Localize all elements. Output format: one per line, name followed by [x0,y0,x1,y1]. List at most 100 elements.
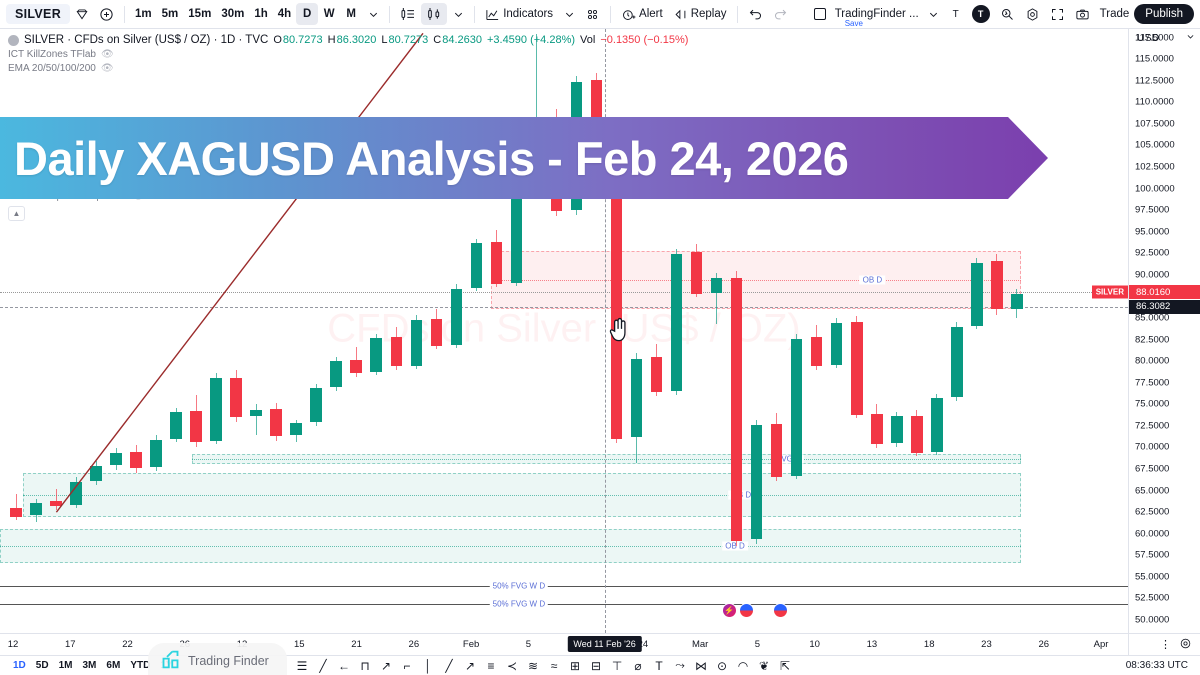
earnings-marker[interactable]: ⚡ [721,603,737,618]
chevron-down-icon-2[interactable] [447,3,469,25]
interval-5m[interactable]: 5m [161,8,179,20]
collapse-legend-button[interactable]: ▲ [8,206,25,221]
text-tool-icon[interactable]: T [655,658,663,673]
range-6M[interactable]: 6M [106,660,121,671]
symbol-search-button[interactable]: SILVER [6,4,71,24]
legend-main-row[interactable]: SILVER · CFDs on Silver (US$ / OZ) · 1D … [8,33,688,47]
zigzag-icon[interactable]: ↗ [381,658,392,673]
us-flag-marker[interactable] [772,603,788,618]
title-banner: Daily XAGUSD Analysis - Feb 24, 2026 [0,117,1048,199]
range-1M[interactable]: 1M [58,660,73,671]
publish-button[interactable]: Publish [1134,4,1194,24]
interval-1m[interactable]: 1m [135,8,152,20]
chevron-down-icon-4[interactable] [923,3,945,25]
candle-body [410,319,423,366]
interval-M[interactable]: M [346,8,356,20]
alarm-clock-icon [621,7,636,22]
magnet-icon[interactable]: ⇱ [780,658,791,673]
price-axis-header[interactable]: USD [1129,29,1200,46]
alert-button[interactable]: Alert [616,3,668,25]
legend-indicator-1[interactable]: EMA 20/50/100/200 👁 [8,61,688,75]
range-1D[interactable]: 1D [13,660,26,671]
brush-icon[interactable]: ⌀ [634,658,642,673]
layout-grid-icon[interactable] [809,3,831,25]
gear-icon[interactable] [1020,3,1045,25]
circle-icon[interactable]: ⊙ [717,658,728,673]
save-layout-button[interactable]: TradingFinder ... Save [831,8,923,28]
time-tick: 15 [294,639,305,650]
chevron-down-icon-3[interactable] [558,3,580,25]
time-tick: 10 [809,639,820,650]
eye-off-icon[interactable]: 👁 [101,48,114,60]
horizontal-ray-icon[interactable]: ← [338,658,351,673]
long-position-icon[interactable]: ⊤ [611,658,623,673]
price-axis[interactable]: USD 117.5000 115.0000 112.5000 110.0000 107.… [1128,29,1200,633]
price-tick: 57.5000 [1135,549,1170,561]
candle-body [690,252,703,294]
arrow-marker-icon[interactable]: ⌐ [403,658,411,673]
bar-style-icon[interactable] [421,3,448,25]
parallel-channel-icon[interactable]: ≡ [487,658,495,673]
chevron-down-icon[interactable] [362,3,384,25]
fullscreen-icon[interactable] [1045,3,1070,25]
candle-body [790,338,803,476]
camera-icon[interactable] [1070,3,1095,25]
add-symbol-icon[interactable] [94,3,119,25]
interval-15m[interactable]: 15m [188,8,212,20]
us-flag-marker[interactable] [738,603,754,618]
reset-chart-icon[interactable] [1179,637,1192,653]
redo-arrow-icon[interactable] [768,3,793,25]
pitchfork-icon[interactable]: ≺ [507,658,518,673]
drag-handle-icon[interactable]: ☰ [296,658,308,673]
replay-button[interactable]: Replay [668,3,732,25]
interval-W[interactable]: W [323,8,335,20]
candle-body [710,278,723,294]
undo-arrow-icon[interactable] [743,3,768,25]
fib-extension-icon[interactable]: ≈ [550,658,558,673]
price-tick: 85.0000 [1135,312,1170,324]
flat-top-bottom-icon[interactable]: ⊓ [360,658,370,673]
table-grid-icon[interactable]: ⊞ [570,658,581,673]
more-options-icon[interactable]: ⋮ [1160,639,1171,651]
candle-type-icon[interactable] [395,3,421,25]
candle-body [870,413,883,445]
signpost-icon[interactable]: ⤳ [675,658,685,672]
range-YTD[interactable]: YTD [130,660,151,671]
range-3M[interactable]: 3M [82,660,97,671]
trade-button[interactable]: Trade [1099,8,1130,20]
interval-D[interactable]: D [296,3,319,25]
rectangle-grid-icon[interactable]: ⊟ [591,658,602,673]
divider [389,5,391,23]
interval-30m[interactable]: 30m [221,8,245,20]
alert-label: Alert [639,8,663,20]
cross-line-icon[interactable]: ╱ [445,658,453,673]
interval-4h[interactable]: 4h [277,8,292,20]
crosshair-time-badge: Wed 11 Feb '26 [567,636,642,652]
divider [474,5,476,23]
arc-icon[interactable]: ◠ [737,658,749,673]
avatar[interactable]: T [967,3,995,25]
eye-off-icon-2[interactable]: 👁 [100,62,114,74]
vertical-line-icon[interactable]: │ [424,658,432,673]
price-tick: 67.5000 [1135,463,1170,475]
interval-1h[interactable]: 1h [254,8,268,20]
ghost-feed-icon[interactable]: ❦ [759,658,770,673]
candle-body [290,423,303,436]
favorite-icon[interactable] [70,3,94,25]
candle-body [750,425,763,539]
legend-indicator-0[interactable]: ICT KillZones TFlab 👁 [8,47,688,61]
quick-search-icon[interactable] [995,3,1020,25]
grid-templates-icon[interactable] [580,3,605,25]
arrow-line-icon[interactable]: ↗ [465,658,476,673]
measure-icon[interactable]: ⋈ [695,658,708,673]
range-5D[interactable]: 5D [35,660,49,671]
candle-body [210,378,222,442]
indicators-button[interactable]: Indicators [480,3,558,25]
price-tick: 60.0000 [1135,528,1170,540]
chevron-down-icon-axis[interactable] [1186,32,1195,44]
fib-retracement-icon[interactable]: ≋ [528,658,539,673]
text-tool-button[interactable]: T [952,8,959,20]
trend-line-icon[interactable]: ╱ [319,658,327,673]
candle-body [890,416,903,444]
